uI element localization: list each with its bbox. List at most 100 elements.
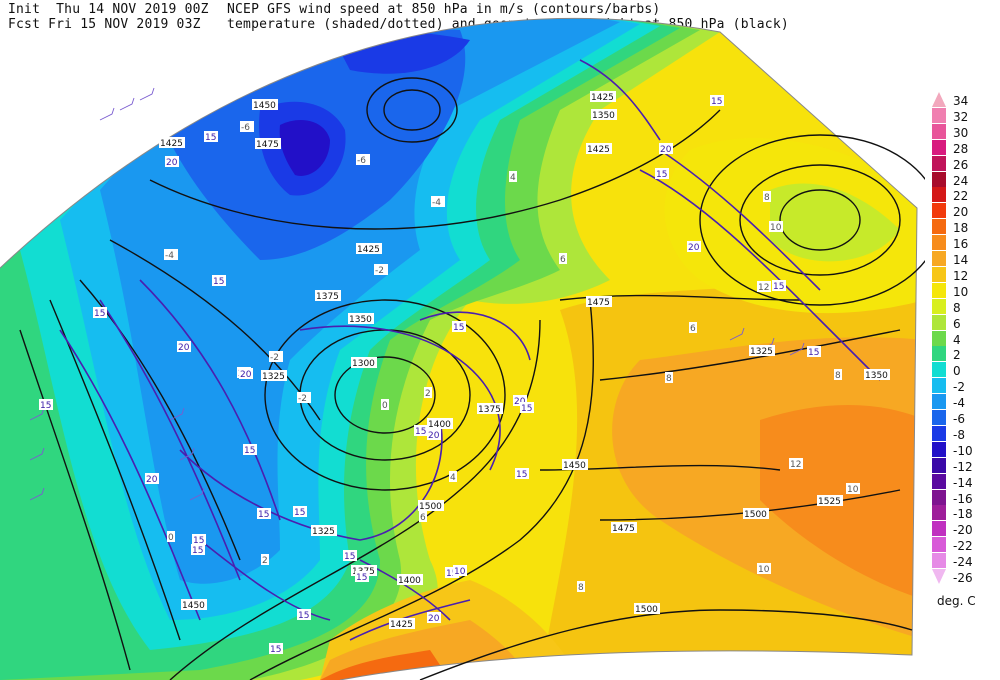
temp-label: 10 xyxy=(847,485,859,495)
colorbar-swatch xyxy=(932,425,946,441)
height-label-bg xyxy=(261,370,287,381)
temp-label-bg xyxy=(269,351,283,362)
temp-label-bg xyxy=(834,369,842,380)
colorbar-label: 2 xyxy=(953,348,961,363)
colorbar-swatch xyxy=(932,362,946,378)
temp-label-bg xyxy=(297,392,311,403)
colorbar-swatch xyxy=(932,410,946,425)
height-label: 1325 xyxy=(750,347,773,357)
colorbar-label: 4 xyxy=(953,332,961,347)
wind-label-bg xyxy=(414,425,428,436)
temp-label-bg xyxy=(356,154,370,165)
temp-label: 12 xyxy=(790,460,801,470)
map-domain-border xyxy=(0,17,918,680)
height-label: 1375 xyxy=(478,405,501,415)
wind-label-bg xyxy=(165,156,179,167)
temp-label: -2 xyxy=(375,266,384,276)
colorbar-label: -22 xyxy=(953,539,973,554)
wind-label-bg xyxy=(513,395,527,406)
wind-label-bg xyxy=(659,143,673,154)
temp-label: -6 xyxy=(357,156,366,166)
temp-label-bg xyxy=(577,581,585,592)
colorbar-label: -24 xyxy=(953,555,973,570)
colorbar-label: 8 xyxy=(953,300,961,315)
height-label-bg xyxy=(418,500,444,511)
height-label: 1450 xyxy=(253,101,276,111)
wind-label-bg xyxy=(710,95,724,106)
colorbar-label: 20 xyxy=(953,205,969,220)
height-label-bg xyxy=(427,418,453,429)
colorbar-label: 28 xyxy=(953,141,969,156)
wind-label-bg xyxy=(655,168,669,179)
temp-label-bg xyxy=(757,563,771,574)
wind-label: 15 xyxy=(244,446,255,456)
temp-label-bg xyxy=(509,171,517,182)
height-label: 1525 xyxy=(818,497,841,507)
height-label-bg xyxy=(817,495,843,506)
wind-label-bg xyxy=(204,131,218,142)
temp-label: 10 xyxy=(770,223,782,233)
wind-label: 20 xyxy=(514,397,526,407)
wind-label-bg xyxy=(243,444,257,455)
colorbar-swatch xyxy=(932,235,946,251)
wind-label-bg xyxy=(445,567,459,578)
height-label: 1325 xyxy=(262,372,285,382)
colorbar-swatch xyxy=(932,441,946,457)
temp-label: 8 xyxy=(835,371,841,381)
height-label: 1375 xyxy=(316,292,339,302)
height-label-bg xyxy=(586,296,612,307)
wind-label: 20 xyxy=(428,431,440,441)
colorbar-swatch xyxy=(932,473,946,489)
map-labels: 1450 1425 1475 1425 1425 1375 1350 1300 1325 1325… xyxy=(39,91,890,655)
wind-label-bg xyxy=(257,508,271,519)
wind-label-bg xyxy=(343,550,357,561)
wind-label-bg xyxy=(453,565,467,576)
colorbar-label: 26 xyxy=(953,157,969,172)
colorbar-label: -10 xyxy=(953,443,973,458)
height-label-bg xyxy=(743,508,769,519)
height-label-bg xyxy=(159,137,185,148)
height-label-bg xyxy=(586,143,612,154)
height-label: 1300 xyxy=(352,359,375,369)
wind-label-bg xyxy=(192,534,206,545)
wind-label: 15 xyxy=(193,536,204,546)
colorbar-label: -2 xyxy=(953,380,965,395)
colorbar-swatch xyxy=(932,266,946,282)
colorbar-swatch xyxy=(932,251,946,266)
colorbar-swatch xyxy=(932,282,946,298)
colorbar-label: -20 xyxy=(953,523,973,538)
wind-label-bg xyxy=(239,368,253,379)
wind-label-bg xyxy=(293,506,307,517)
init-line: Init Thu 14 NOV 2019 00Z xyxy=(8,2,209,17)
temp-label-bg xyxy=(164,249,178,260)
height-label-bg xyxy=(351,357,377,368)
height-label-bg xyxy=(252,99,278,110)
wind-label: 15 xyxy=(40,401,51,411)
height-label-bg xyxy=(562,459,588,470)
wind-label: 15 xyxy=(294,508,305,518)
colorbar-swatch xyxy=(932,521,946,537)
height-label: 1500 xyxy=(744,510,767,520)
temp-label-bg xyxy=(689,322,697,333)
height-label-bg xyxy=(351,565,377,576)
colorbar-label: 34 xyxy=(953,94,969,108)
height-label: 1400 xyxy=(398,576,421,586)
wind-contours xyxy=(59,59,881,641)
height-label-bg xyxy=(181,599,207,610)
height-label: 1500 xyxy=(419,502,442,512)
fcst-line: Fcst Fri 15 NOV 2019 03Z xyxy=(8,17,201,32)
wind-label: 15 xyxy=(453,323,464,333)
height-label: 1500 xyxy=(635,605,658,615)
wind-label-bg xyxy=(355,571,369,582)
wind-label-bg xyxy=(269,643,283,654)
height-label: 1350 xyxy=(865,371,888,381)
height-label-bg xyxy=(255,138,281,149)
colorbar-swatch xyxy=(932,155,946,171)
colorbar-swatch xyxy=(932,330,946,346)
height-label: 1425 xyxy=(160,139,183,149)
height-label-bg xyxy=(591,109,617,120)
temp-label: 12 xyxy=(758,283,769,293)
colorbar-swatch xyxy=(932,394,946,410)
height-label: 1350 xyxy=(349,315,372,325)
wind-label-bg xyxy=(297,609,311,620)
